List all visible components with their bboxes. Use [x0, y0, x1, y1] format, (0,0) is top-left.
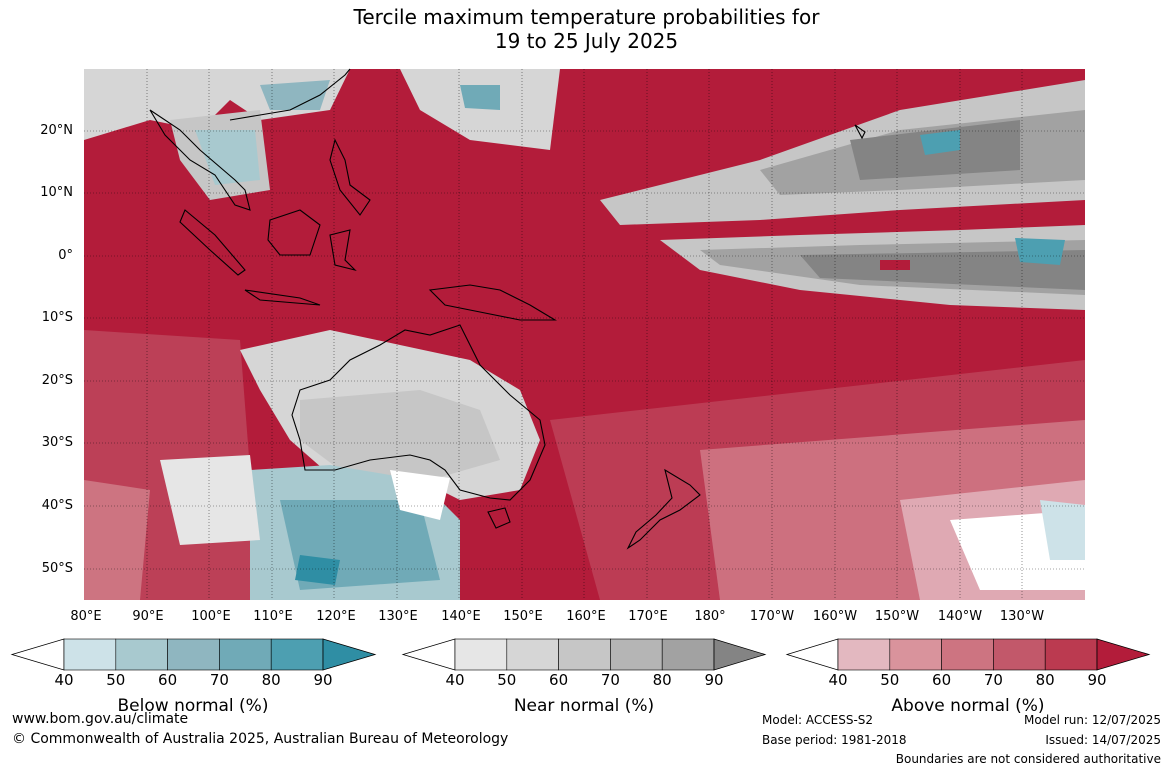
colorbar-min-extension	[401, 638, 456, 671]
colorbar-segment	[506, 638, 559, 671]
colorbar-title-near: Near normal (%)	[513, 696, 655, 716]
colorbar-tick-label: 80	[652, 671, 672, 689]
sumatra-coast	[179, 209, 246, 276]
colorbar-near-normal	[401, 638, 767, 671]
colorbar-segment	[115, 638, 168, 671]
website-link[interactable]: www.bom.gov.au/climate	[12, 711, 189, 727]
graticule	[84, 69, 1085, 600]
new-guinea-coast	[428, 284, 557, 321]
lat-label: 0°	[58, 248, 73, 263]
colorbar-tick-label: 80	[261, 671, 281, 689]
lon-label: 170°E	[628, 609, 668, 624]
map-title-line1: Tercile maximum temperature probabilitie…	[353, 5, 820, 29]
issued-date: Issued: 14/07/2025	[1045, 733, 1161, 747]
map-title-line2: 19 to 25 July 2025	[494, 29, 679, 53]
lon-label: 170°W	[749, 609, 795, 624]
colorbar-segment	[661, 638, 715, 671]
probability-field	[84, 69, 1085, 600]
colorbar-segment	[558, 638, 611, 671]
lat-label: 50°S	[41, 561, 73, 576]
lon-label: 140°E	[441, 609, 481, 624]
colorbar-segment	[167, 638, 220, 671]
colorbar-segment	[270, 638, 324, 671]
colorbar-tick-label: 70	[209, 671, 229, 689]
colorbar-segment	[1044, 638, 1098, 671]
coastlines	[149, 68, 866, 550]
japan-coast	[854, 124, 866, 140]
colorbar-tick-label: 60	[549, 671, 569, 689]
colorbar-tick-label: 40	[54, 671, 74, 689]
colorbar-segment	[63, 638, 117, 671]
lat-label: 40°S	[41, 498, 73, 513]
copyright-text: © Commonwealth of Australia 2025, Austra…	[12, 731, 509, 747]
colorbar-min-extension	[785, 638, 839, 671]
colorbar-segment	[889, 638, 942, 671]
lat-label: 30°S	[41, 435, 73, 450]
colorbar-tick-label: 90	[1087, 671, 1107, 689]
lon-label: 110°E	[253, 609, 293, 624]
colorbar-title-below: Below normal (%)	[117, 696, 269, 716]
colorbar-title-above: Above normal (%)	[891, 696, 1045, 716]
model-run-date: Model run: 12/07/2025	[1023, 713, 1161, 727]
colorbar-tick-label: 50	[880, 671, 900, 689]
borneo-coast	[267, 209, 321, 256]
colorbar-below-normal	[10, 638, 377, 671]
lon-label: 90°E	[132, 609, 164, 624]
model-name: Model: ACCESS-S2	[762, 713, 874, 727]
colorbar-max-extension	[713, 638, 767, 671]
colorbar-tick-label: 40	[445, 671, 465, 689]
lat-label: 20°N	[40, 123, 73, 138]
colorbar-above-normal	[785, 638, 1151, 671]
new-zealand-coast	[626, 468, 701, 550]
colorbar-tick-label: 50	[106, 671, 126, 689]
lon-label: 130°E	[378, 609, 418, 624]
colorbar-segment	[454, 638, 508, 671]
colorbar-segment	[837, 638, 891, 671]
colorbar-segment	[219, 638, 272, 671]
colorbar-segment	[610, 638, 663, 671]
philippines-coast	[329, 138, 371, 216]
lon-label: 150°E	[503, 609, 543, 624]
colorbar-tick-label: 90	[704, 671, 724, 689]
colorbar-tick-label: 80	[1035, 671, 1055, 689]
china-coast	[229, 68, 351, 121]
lon-label: 80°E	[70, 609, 102, 624]
colorbar-tick-label: 40	[828, 671, 848, 689]
java-coast	[244, 289, 321, 306]
lat-label: 20°S	[41, 373, 73, 388]
colorbar-segment	[993, 638, 1046, 671]
colorbar-tick-label: 50	[497, 671, 517, 689]
colorbar-tick-label: 90	[313, 671, 333, 689]
lon-label: 150°W	[874, 609, 920, 624]
colorbar-tick-label: 60	[158, 671, 178, 689]
colorbar-segment	[941, 638, 994, 671]
colorbar-tick-label: 60	[932, 671, 952, 689]
colorbars	[10, 638, 1151, 671]
lon-label: 160°E	[566, 609, 606, 624]
indochina-coast	[149, 109, 251, 211]
lon-label: 160°W	[812, 609, 858, 624]
sulawesi-coast	[329, 229, 357, 272]
base-period: Base period: 1981-2018	[762, 733, 907, 747]
colorbar-tick-label: 70	[600, 671, 620, 689]
colorbar-min-extension	[10, 638, 65, 671]
lat-label: 10°N	[40, 185, 73, 200]
tasmania-coast	[487, 507, 511, 529]
australia-coast	[291, 324, 546, 501]
colorbar-max-extension	[322, 638, 377, 671]
boundaries-disclaimer: Boundaries are not considered authoritat…	[895, 752, 1161, 766]
colorbar-max-extension	[1096, 638, 1151, 671]
lon-label: 140°W	[937, 609, 983, 624]
lon-label: 180°	[694, 609, 726, 624]
lon-label: 120°E	[316, 609, 356, 624]
lat-label: 10°S	[41, 310, 73, 325]
lon-label: 100°E	[191, 609, 231, 624]
lon-label: 130°W	[999, 609, 1045, 624]
colorbar-tick-label: 70	[983, 671, 1003, 689]
